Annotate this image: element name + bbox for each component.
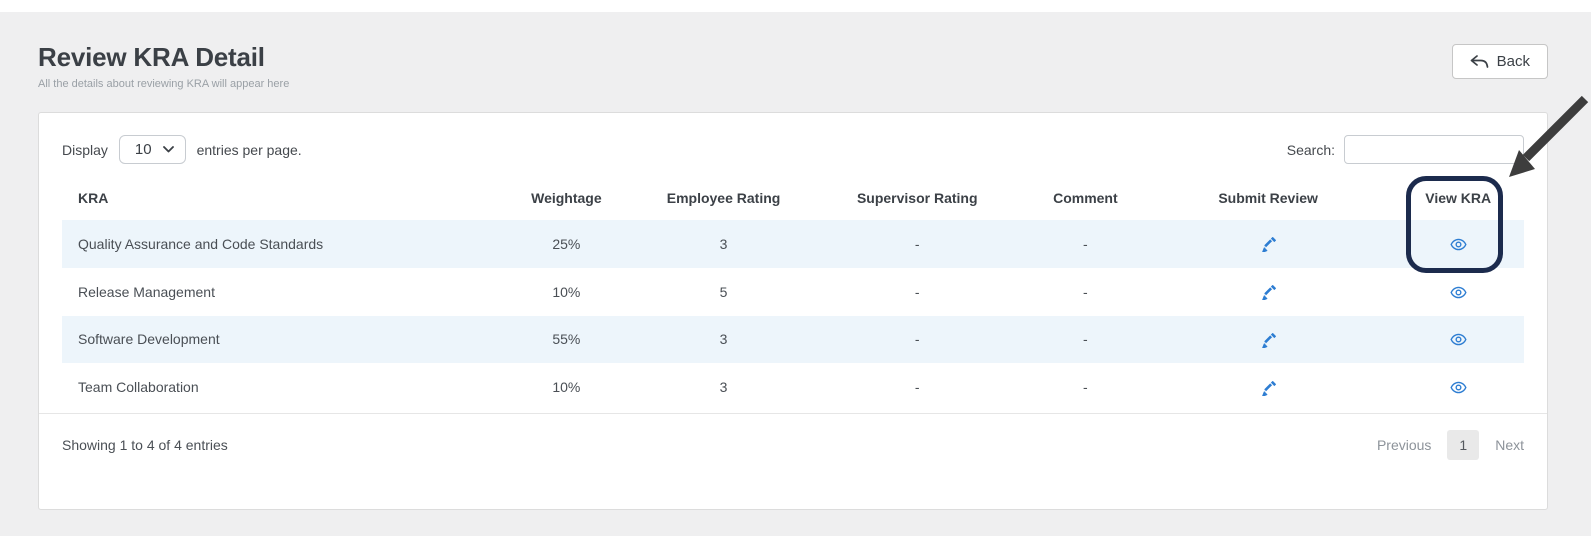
weightage-cell: 55% [552, 331, 581, 348]
pagination-page-1[interactable]: 1 [1447, 430, 1480, 461]
column-header-view-kra: View KRA [1425, 190, 1492, 206]
submit-review-cell [1144, 316, 1393, 364]
submit-review-cell [1144, 363, 1393, 411]
search-label: Search: [1286, 141, 1335, 158]
page-subtitle: All the details about reviewing KRA will… [38, 78, 290, 90]
eye-icon[interactable] [1450, 331, 1467, 348]
kra-table-card: Display 10 entries per page. Search: [38, 112, 1548, 510]
kra-table: KRA Weightage Employee Rating Supervisor… [62, 180, 1524, 411]
comment-cell: - [1083, 379, 1088, 396]
table-row: Software Development 55% 3 - - [62, 315, 1524, 364]
pencil-icon[interactable] [1261, 237, 1276, 253]
column-header-supervisor-rating: Supervisor Rating [856, 190, 978, 206]
chevron-down-icon [162, 146, 174, 153]
table-row: Team Collaboration 10% 3 - - [62, 363, 1524, 411]
pagination-previous[interactable]: Previous [1376, 437, 1432, 454]
supervisor-rating-cell: - [914, 235, 920, 252]
comment-cell: - [1083, 283, 1088, 300]
weightage-cell: 25% [552, 235, 581, 252]
pagination-next[interactable]: Next [1495, 437, 1524, 454]
pagination: Previous 1 Next [1376, 430, 1524, 461]
back-button-label: Back [1496, 53, 1530, 70]
page-container: Review KRA Detail All the details about … [0, 12, 1591, 510]
page-header: Review KRA Detail All the details about … [38, 42, 1548, 90]
column-header-kra: KRA [78, 190, 109, 206]
pencil-icon[interactable] [1261, 380, 1276, 396]
search-input[interactable] [1344, 135, 1524, 164]
kra-cell: Quality Assurance and Code Standards [78, 235, 324, 252]
weightage-cell: 10% [552, 379, 581, 396]
entries-suffix-label: entries per page. [196, 141, 302, 158]
supervisor-rating-cell: - [914, 379, 920, 396]
comment-cell: - [1083, 235, 1088, 252]
display-label: Display [62, 141, 108, 158]
supervisor-rating-cell: - [914, 283, 920, 300]
pencil-icon[interactable] [1261, 332, 1276, 348]
eye-icon[interactable] [1450, 379, 1467, 396]
view-kra-cell [1392, 363, 1524, 411]
kra-cell: Software Development [78, 331, 220, 348]
view-kra-cell [1392, 268, 1524, 316]
column-header-comment: Comment [1053, 190, 1118, 206]
kra-cell: Team Collaboration [78, 379, 199, 396]
eye-icon[interactable] [1450, 236, 1467, 253]
table-row: Quality Assurance and Code Standards 25% 3… [62, 220, 1524, 268]
entries-per-page-select[interactable]: 10 [118, 135, 186, 164]
pencil-icon[interactable] [1261, 285, 1276, 301]
top-strip [0, 0, 1591, 12]
column-header-employee-rating: Employee Rating [666, 190, 781, 206]
employee-rating-cell: 3 [719, 235, 728, 252]
table-controls: Display 10 entries per page. Search: [62, 135, 1524, 164]
page-title: Review KRA Detail [38, 42, 265, 72]
showing-entries-text: Showing 1 to 4 of 4 entries [62, 437, 228, 454]
column-header-weightage: Weightage [531, 190, 602, 206]
supervisor-rating-cell: - [914, 331, 920, 348]
search-group: Search: [1287, 135, 1524, 164]
column-header-submit-review: Submit Review [1218, 190, 1318, 206]
table-header-row: KRA Weightage Employee Rating Supervisor… [62, 180, 1524, 220]
back-arrow-icon [1470, 55, 1489, 68]
eye-icon[interactable] [1450, 284, 1467, 301]
entries-per-page-group: Display 10 entries per page. [62, 135, 302, 164]
table-footer: Showing 1 to 4 of 4 entries Previous 1 N… [39, 413, 1547, 461]
comment-cell: - [1083, 331, 1088, 348]
employee-rating-cell: 5 [719, 283, 728, 300]
weightage-cell: 10% [552, 283, 581, 300]
back-button[interactable]: Back [1451, 44, 1548, 79]
table-row: Release Management 10% 5 - - [62, 268, 1524, 316]
submit-review-cell [1144, 220, 1393, 268]
entries-select-value: 10 [134, 141, 152, 158]
employee-rating-cell: 3 [719, 331, 728, 348]
kra-cell: Release Management [78, 283, 215, 300]
view-kra-cell [1392, 316, 1524, 364]
employee-rating-cell: 3 [719, 379, 728, 396]
title-block: Review KRA Detail All the details about … [38, 42, 289, 90]
submit-review-cell [1144, 268, 1393, 316]
view-kra-cell [1392, 220, 1524, 268]
